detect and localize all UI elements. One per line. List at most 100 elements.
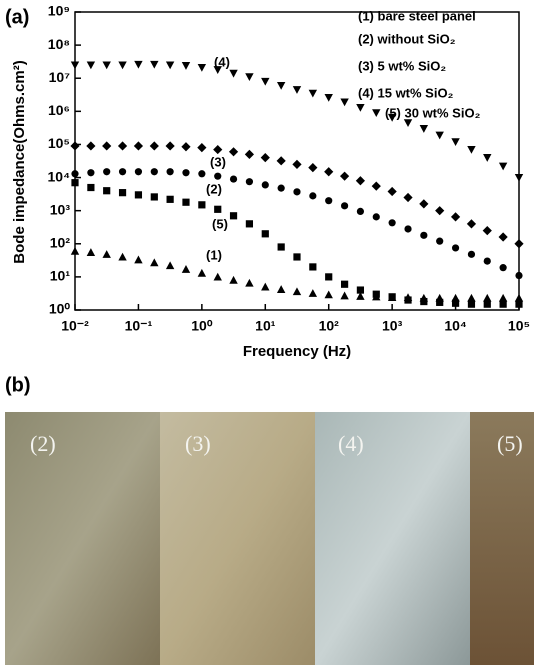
x-tick-label: 10⁰ xyxy=(191,318,213,334)
data-point xyxy=(482,226,492,236)
data-point xyxy=(197,63,207,72)
data-point xyxy=(419,199,429,209)
y-tick-label: 10³ xyxy=(50,201,71,217)
data-point xyxy=(435,131,444,140)
data-point xyxy=(197,268,207,277)
data-point xyxy=(356,292,365,300)
photo xyxy=(160,412,315,665)
data-point xyxy=(229,175,238,183)
data-point xyxy=(103,168,111,176)
data-point xyxy=(325,273,333,281)
data-point xyxy=(117,141,128,151)
data-point xyxy=(514,293,524,302)
data-point xyxy=(356,207,365,216)
data-point xyxy=(308,162,318,173)
data-point xyxy=(309,192,317,200)
y-tick-label: 10⁹ xyxy=(48,3,70,19)
data-point xyxy=(245,73,254,82)
data-point xyxy=(166,168,174,176)
data-point xyxy=(451,299,460,307)
y-tick-label: 10⁷ xyxy=(49,69,71,85)
legend-entry: (5) 30 wt% SiO₂ xyxy=(385,105,481,120)
data-point xyxy=(134,191,143,199)
x-tick-label: 10⁻² xyxy=(61,318,89,334)
data-point xyxy=(245,178,254,186)
data-point xyxy=(483,257,491,265)
photo-label: (3) xyxy=(185,431,211,456)
data-point xyxy=(118,168,127,176)
data-point xyxy=(245,278,254,287)
data-point xyxy=(436,298,444,306)
data-point xyxy=(86,61,96,70)
data-point xyxy=(134,255,143,264)
data-point xyxy=(514,239,524,249)
y-tick-label: 10⁵ xyxy=(48,135,70,151)
y-axis-label: Bode impedance(Ohms.cm²) xyxy=(11,60,28,263)
data-point xyxy=(134,60,143,69)
data-point xyxy=(467,293,476,302)
y-tick-label: 10² xyxy=(50,234,71,250)
curve-label: (3) xyxy=(210,154,226,169)
legend-entry: (1) bare steel panel xyxy=(358,8,476,23)
photo-label: (2) xyxy=(30,431,56,456)
data-point xyxy=(515,271,523,280)
data-point xyxy=(308,289,318,297)
photo-label: (5) xyxy=(497,431,523,456)
data-point xyxy=(118,252,127,261)
data-point xyxy=(87,183,95,192)
data-point xyxy=(340,202,349,210)
data-point xyxy=(150,193,158,201)
data-point xyxy=(86,248,96,256)
data-point xyxy=(165,141,175,151)
photo xyxy=(5,412,160,665)
data-point xyxy=(483,293,492,302)
data-point xyxy=(435,206,445,216)
data-point xyxy=(150,60,159,69)
data-point xyxy=(324,290,333,299)
x-tick-label: 10⁵ xyxy=(508,318,530,334)
legend-entry: (4) 15 wt% SiO₂ xyxy=(358,85,454,100)
data-point xyxy=(260,153,270,163)
data-point xyxy=(515,300,523,308)
data-point xyxy=(213,144,223,155)
x-tick-label: 10¹ xyxy=(255,318,276,334)
data-point xyxy=(133,141,144,151)
data-point xyxy=(404,225,412,233)
curve-label: (4) xyxy=(214,54,230,69)
curve-label: (2) xyxy=(206,181,222,196)
data-point xyxy=(118,189,127,197)
data-point xyxy=(261,77,270,86)
data-point xyxy=(165,261,175,270)
data-point xyxy=(436,237,444,245)
data-point xyxy=(214,205,222,213)
data-point xyxy=(102,250,111,258)
data-point xyxy=(181,265,191,273)
data-point xyxy=(292,86,302,94)
y-tick-label: 10¹ xyxy=(50,268,71,284)
data-point xyxy=(372,109,381,118)
data-point xyxy=(229,275,238,284)
y-tick-label: 10⁶ xyxy=(48,102,70,118)
data-point xyxy=(277,243,285,251)
data-point xyxy=(102,61,111,70)
data-point xyxy=(181,62,191,70)
data-point xyxy=(372,213,380,221)
data-point xyxy=(451,138,460,147)
data-point xyxy=(387,113,397,122)
data-point xyxy=(229,69,238,78)
data-point xyxy=(166,195,174,203)
data-point xyxy=(150,168,158,176)
data-point xyxy=(498,293,508,302)
data-point xyxy=(293,188,301,196)
data-point xyxy=(340,280,349,288)
y-tick-label: 10⁰ xyxy=(49,301,71,317)
data-point xyxy=(325,197,333,205)
x-axis-label: Frequency (Hz) xyxy=(243,343,351,360)
data-point xyxy=(103,187,111,195)
data-point xyxy=(181,142,191,152)
data-point xyxy=(403,192,413,203)
panel-label: (b) xyxy=(5,374,31,396)
data-point xyxy=(276,285,286,293)
data-point xyxy=(87,169,95,177)
